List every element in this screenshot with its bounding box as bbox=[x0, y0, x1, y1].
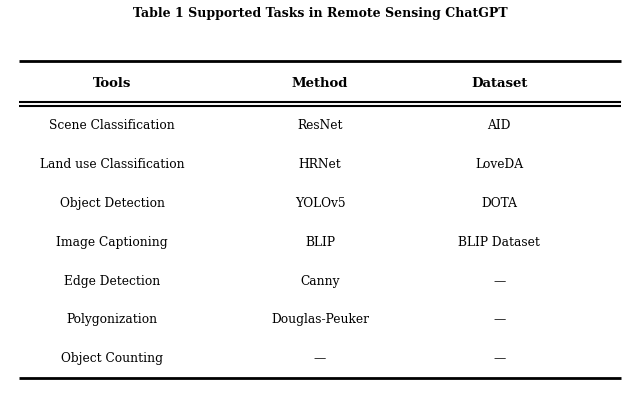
Text: Dataset: Dataset bbox=[471, 77, 527, 90]
Text: Object Counting: Object Counting bbox=[61, 352, 163, 365]
Text: Table 1 Supported Tasks in Remote Sensing ChatGPT: Table 1 Supported Tasks in Remote Sensin… bbox=[132, 7, 508, 20]
Text: Object Detection: Object Detection bbox=[60, 197, 164, 210]
Text: LoveDA: LoveDA bbox=[475, 158, 524, 171]
Text: ResNet: ResNet bbox=[297, 119, 343, 132]
Text: Douglas-Peuker: Douglas-Peuker bbox=[271, 314, 369, 327]
Text: —: — bbox=[493, 352, 506, 365]
Text: HRNet: HRNet bbox=[299, 158, 341, 171]
Text: BLIP Dataset: BLIP Dataset bbox=[458, 236, 540, 249]
Text: Method: Method bbox=[292, 77, 348, 90]
Text: AID: AID bbox=[488, 119, 511, 132]
Text: YOLOv5: YOLOv5 bbox=[294, 197, 346, 210]
Text: Scene Classification: Scene Classification bbox=[49, 119, 175, 132]
Text: Tools: Tools bbox=[93, 77, 131, 90]
Text: Edge Detection: Edge Detection bbox=[64, 275, 160, 288]
Text: Image Captioning: Image Captioning bbox=[56, 236, 168, 249]
Text: —: — bbox=[493, 275, 506, 288]
Text: —: — bbox=[314, 352, 326, 365]
Text: Canny: Canny bbox=[300, 275, 340, 288]
Text: —: — bbox=[493, 314, 506, 327]
Text: Polygonization: Polygonization bbox=[67, 314, 157, 327]
Text: BLIP: BLIP bbox=[305, 236, 335, 249]
Text: Land use Classification: Land use Classification bbox=[40, 158, 184, 171]
Text: DOTA: DOTA bbox=[481, 197, 517, 210]
